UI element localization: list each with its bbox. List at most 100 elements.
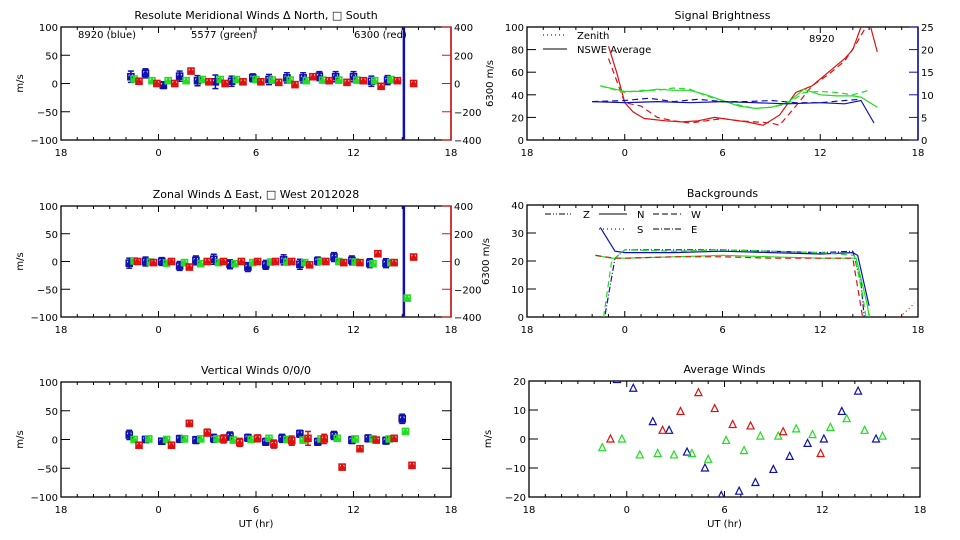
series-line-blue-Zenith [592, 97, 862, 104]
triangle-marker [372, 436, 380, 443]
y-tick-label: 60 [511, 68, 524, 79]
triangle-marker [617, 433, 627, 443]
data-point-6300 [356, 444, 364, 453]
triangle-marker [219, 257, 228, 264]
triangle-marker [239, 78, 247, 85]
data-point-8920 [803, 438, 813, 447]
data-point-8920 [141, 68, 150, 79]
plot-frame [60, 26, 452, 141]
triangle-marker [734, 485, 744, 495]
y-tick-label: 0 [520, 435, 526, 446]
data-point-6300 [287, 435, 296, 446]
chart-title: Backgrounds [687, 187, 759, 200]
data-point-8920 [682, 446, 692, 456]
y2-tick-label: 20 [921, 46, 934, 57]
triangle-marker [628, 382, 638, 392]
x-tick-label: 18 [523, 505, 536, 516]
triangle-marker [271, 257, 280, 264]
triangle-marker [401, 427, 410, 434]
data-point-6300 [728, 419, 738, 429]
data-point-6300 [693, 387, 703, 397]
triangle-marker [359, 76, 367, 84]
triangle-marker [185, 263, 194, 270]
data-point-5577 [182, 76, 190, 85]
y-tick-label: 10 [511, 285, 524, 296]
triangle-marker [244, 263, 252, 270]
data-point-5577 [162, 435, 171, 444]
triangle-marker [187, 67, 195, 74]
y-tick-label: −100 [31, 493, 58, 504]
triangle-marker [335, 76, 343, 83]
x-tick-label: 12 [347, 148, 360, 159]
data-point-6300 [185, 263, 194, 271]
triangle-marker [135, 77, 143, 84]
y-tick-label: 50 [45, 407, 58, 418]
data-point-8920 [734, 485, 744, 495]
triangle-marker [268, 76, 276, 83]
data-point-8920 [211, 74, 220, 90]
data-point-8920 [768, 464, 778, 474]
y-tick-label: 20 [511, 113, 524, 124]
data-point-6300 [253, 257, 262, 266]
triangle-marker [291, 80, 299, 88]
triangle-marker [635, 449, 645, 459]
triangle-marker [149, 258, 158, 266]
triangle-marker [322, 257, 330, 264]
triangle-marker [612, 381, 622, 384]
triangle-marker [198, 75, 207, 82]
data-point-8920 [278, 433, 286, 444]
triangle-marker [164, 76, 172, 84]
series-line-red [595, 254, 864, 317]
x-tick-label: 6 [719, 325, 725, 336]
triangle-marker [390, 258, 398, 266]
chart-meridional: Resolute Meridional Winds Δ North, □ Sou… [15, 9, 496, 159]
data-point-8920 [612, 381, 622, 384]
wavelength-label: 5577 (green) [191, 30, 256, 41]
triangle-marker [180, 435, 189, 442]
triangle-marker [746, 420, 756, 430]
data-point-8920 [157, 256, 166, 267]
wavelength-label: 8920 (blue) [78, 30, 136, 41]
triangle-marker [305, 261, 314, 268]
y-tick-label: 0 [52, 436, 58, 447]
triangle-marker [171, 79, 179, 86]
data-point-6300 [270, 439, 278, 449]
y2-tick-label: 15 [921, 68, 934, 79]
y-tick-label: 0 [518, 313, 524, 324]
triangle-marker [288, 257, 296, 264]
data-point-8920 [244, 261, 252, 273]
triangle-marker [236, 438, 244, 445]
plot-area [592, 27, 878, 126]
triangle-marker [175, 72, 184, 79]
data-point-6300 [746, 420, 756, 430]
chart-title: Average Winds [683, 363, 765, 376]
data-point-6300 [219, 257, 228, 266]
chart-title: Vertical Winds 0/0/0 [201, 364, 311, 377]
data-point-6300 [185, 419, 194, 428]
triangle-marker [333, 434, 341, 441]
data-point-6300 [356, 258, 364, 267]
triangle-marker [390, 434, 398, 441]
data-point-6300 [135, 77, 143, 86]
data-point-8920 [628, 382, 638, 392]
y-axis-label: m/s [15, 430, 26, 448]
triangle-marker [853, 385, 863, 395]
data-point-6300 [257, 78, 265, 86]
data-point-6300 [291, 80, 299, 89]
triangle-marker [197, 435, 205, 442]
x-tick-label: 0 [155, 325, 161, 336]
data-point-6300 [676, 406, 685, 416]
y-tick-label: 0 [518, 136, 524, 147]
y2-tick-label: 400 [454, 23, 473, 34]
triangle-marker [755, 430, 765, 440]
triangle-marker [185, 419, 194, 426]
y2-tick-label: 0 [454, 258, 460, 269]
y-axis-label: m/s [15, 74, 26, 92]
plot-area [597, 381, 887, 497]
triangle-marker [409, 253, 418, 260]
y-tick-label: −50 [37, 464, 58, 475]
data-point-5577 [721, 435, 731, 445]
